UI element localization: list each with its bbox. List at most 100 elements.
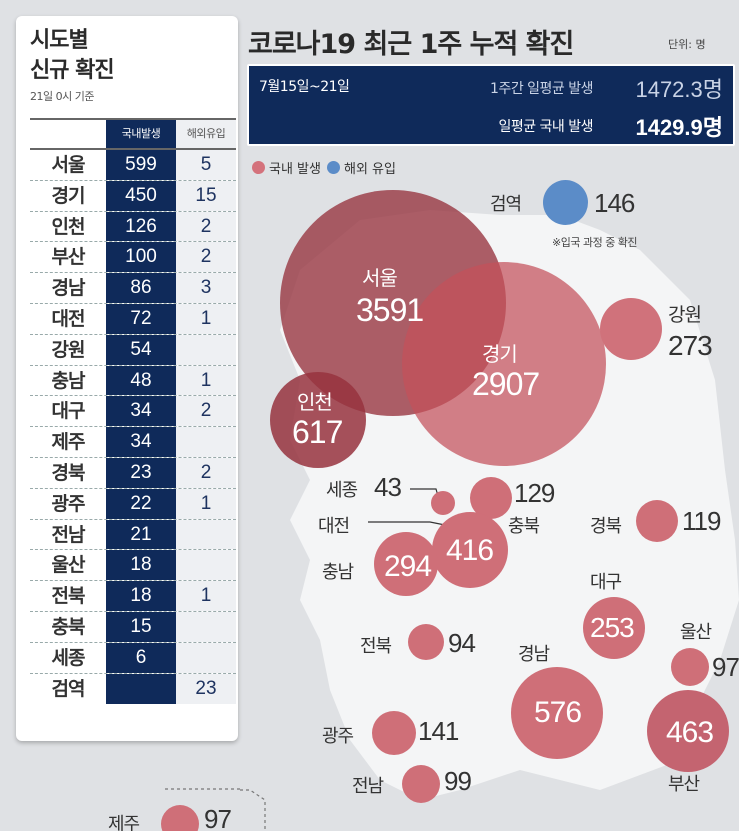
label-ulsan: 울산 (680, 622, 712, 643)
card-subtitle: 21일 0시 기준 (30, 90, 94, 103)
domestic-count: 34 (106, 427, 176, 457)
table-row: 강원 54 (30, 334, 236, 366)
label-daejeon: 대전 (318, 516, 350, 537)
region-name: 서울 (51, 154, 86, 176)
region-name: 세종 (51, 646, 86, 669)
bubble-sejong (431, 491, 455, 515)
legend-overseas: 해외 유입 (326, 158, 396, 177)
period-label: 7월15일~21일 (259, 79, 350, 95)
overseas-count: 2 (176, 457, 236, 488)
bubble-quarantine (543, 180, 588, 225)
value-jeonnam: 99 (444, 766, 472, 796)
domestic-count: 15 (106, 611, 176, 642)
header-domestic: 국내발생 (106, 120, 176, 148)
bubble-ulsan (671, 648, 709, 686)
region-name: 충북 (51, 615, 86, 638)
quarantine-note: ※입국 과정 중 확진 (552, 236, 638, 249)
label-jeju: 제주 (108, 814, 140, 831)
value-jeju: 97 (204, 804, 232, 831)
legend-overseas-label: 해외 유입 (343, 162, 396, 177)
label-chungbuk: 충북 (508, 516, 540, 537)
table-row: 충북 15 (30, 611, 236, 643)
domestic-count: 21 (106, 519, 176, 550)
bubble-jeonbuk (408, 624, 444, 660)
value-incheon: 617 (292, 414, 343, 450)
weekly-avg-value: 1472.3명 (635, 77, 723, 102)
header-overseas: 해외유입 (176, 120, 236, 148)
domestic-count: 18 (106, 550, 176, 581)
value-gyeongnam: 576 (534, 696, 582, 729)
region-name: 경기 (51, 184, 86, 207)
daily-cases-table: 국내발생 해외유입 서울 599 5 경기 450 15 인천 126 2 부산 100 2 경… (30, 118, 236, 705)
value-daejeon: 416 (446, 534, 494, 567)
table-header: 국내발생 해외유입 (30, 118, 236, 150)
overseas-count (176, 550, 236, 581)
label-gyeongnam: 경남 (518, 644, 550, 665)
overseas-count (176, 334, 236, 365)
main-title: 코로나19 최근 1주 누적 확진 (248, 29, 574, 60)
table-row: 광주 22 1 (30, 488, 236, 520)
overseas-count (176, 611, 236, 642)
region-name: 광주 (51, 492, 86, 515)
region-name: 대전 (51, 307, 86, 330)
header-region (30, 120, 106, 148)
legend-domestic: 국내 발생 (252, 158, 321, 177)
table-row: 충남 48 1 (30, 365, 236, 397)
bubble-busan (647, 690, 729, 772)
card-title-line1: 시도별 (30, 28, 89, 53)
overseas-count: 2 (176, 211, 236, 242)
value-jeonbuk: 94 (448, 628, 476, 658)
circle-icon-overseas (326, 161, 340, 174)
legend: 국내 발생 해외 유입 (252, 158, 402, 177)
circle-icon-domestic (252, 161, 265, 174)
domestic-avg-value: 1429.9명 (635, 115, 723, 140)
value-daegu: 253 (590, 612, 635, 643)
domestic-count: 100 (106, 242, 176, 273)
value-chungbuk: 129 (514, 478, 555, 508)
overseas-count: 3 (176, 273, 236, 303)
table-row: 인천 126 2 (30, 211, 236, 243)
region-name: 충남 (51, 369, 86, 392)
region-name: 부산 (51, 246, 86, 269)
region-name: 경북 (51, 461, 86, 484)
value-gyeonggi: 2907 (472, 366, 540, 402)
label-busan: 부산 (668, 774, 700, 795)
label-seoul: 서울 (362, 266, 398, 290)
label-gwangju: 광주 (322, 726, 354, 747)
value-busan: 463 (666, 716, 714, 749)
table-row: 제주 34 (30, 427, 236, 458)
label-quarantine: 검역 (490, 194, 522, 215)
label-gangwon: 강원 (668, 304, 702, 326)
summary-banner: 7월15일~21일 1주간 일평균 발생 1472.3명 일평균 국내 발생 1… (247, 64, 735, 146)
overseas-count: 5 (176, 150, 236, 180)
domestic-count: 34 (106, 396, 176, 427)
value-ulsan: 97 (712, 652, 739, 682)
region-name: 울산 (51, 554, 86, 577)
domestic-count: 23 (106, 457, 176, 488)
domestic-count: 72 (106, 303, 176, 334)
value-gyeongbuk: 119 (682, 506, 721, 536)
table-row: 울산 18 (30, 550, 236, 582)
bubble-daejeon (432, 512, 508, 588)
overseas-count: 23 (176, 673, 236, 705)
table-row: 경북 23 2 (30, 457, 236, 489)
value-chungnam: 294 (384, 550, 432, 583)
table-row: 전북 18 1 (30, 581, 236, 612)
bubble-chungnam (374, 532, 438, 596)
overseas-count (176, 642, 236, 673)
domestic-count: 48 (106, 365, 176, 396)
value-sejong: 43 (374, 472, 402, 502)
overseas-count: 15 (176, 180, 236, 211)
domestic-count: 54 (106, 334, 176, 365)
table-row: 대전 72 1 (30, 303, 236, 335)
region-name: 전남 (51, 523, 86, 546)
domestic-count: 450 (106, 180, 176, 211)
value-gwangju: 141 (418, 716, 459, 746)
overseas-count: 1 (176, 303, 236, 334)
label-gyeongbuk: 경북 (590, 516, 622, 537)
value-quarantine: 146 (594, 188, 635, 218)
table-row: 대구 34 2 (30, 396, 236, 428)
domestic-count (106, 673, 176, 705)
label-daegu: 대구 (590, 572, 622, 593)
label-jeonnam: 전남 (352, 776, 384, 797)
